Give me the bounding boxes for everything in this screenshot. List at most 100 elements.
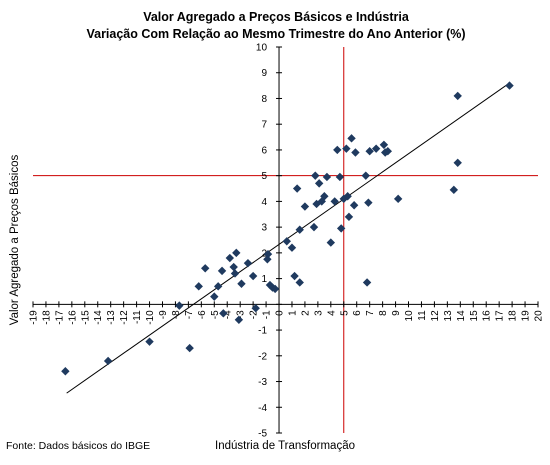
- y-tick-label: 7: [261, 120, 267, 131]
- data-points: [61, 81, 514, 376]
- data-point: [145, 337, 154, 346]
- data-point: [326, 238, 336, 247]
- data-point: [342, 144, 351, 153]
- x-tick-label: -10: [145, 310, 156, 325]
- x-tick-label: 0: [275, 310, 286, 316]
- data-point: [185, 343, 194, 353]
- data-point: [263, 255, 272, 264]
- data-point: [213, 282, 223, 291]
- data-point: [505, 81, 514, 90]
- trendline-group: [66, 82, 510, 394]
- data-point: [295, 225, 304, 234]
- x-tick-label: -7: [184, 310, 195, 319]
- x-tick-label: 20: [534, 310, 545, 322]
- x-tick-label: -18: [41, 310, 52, 325]
- x-tick-label: 17: [495, 310, 506, 322]
- data-point: [314, 179, 324, 188]
- data-point: [295, 278, 304, 287]
- source-note: Fonte: Dados básicos do IBGE: [6, 440, 151, 452]
- data-point: [379, 140, 389, 149]
- data-point: [210, 292, 219, 301]
- x-tick-label: -13: [106, 310, 117, 325]
- y-axis: -5-4-3-2-112345678910: [256, 43, 283, 440]
- x-tick-label: 10: [404, 310, 415, 322]
- x-tick-label: -14: [93, 310, 104, 325]
- x-tick-label: 16: [482, 310, 493, 322]
- data-point: [201, 264, 210, 273]
- x-tick-label: -2: [249, 310, 260, 319]
- x-tick-label: -8: [171, 310, 182, 319]
- x-tick-label: -16: [67, 310, 78, 325]
- y-tick-label: 10: [256, 43, 268, 54]
- data-point: [230, 269, 240, 278]
- data-point: [351, 148, 360, 157]
- data-point: [453, 91, 462, 101]
- data-point: [335, 172, 345, 182]
- data-point: [393, 194, 403, 204]
- data-point: [344, 212, 354, 222]
- data-point: [103, 356, 113, 366]
- data-point: [300, 202, 310, 211]
- y-tick-label: 3: [261, 223, 267, 234]
- y-tick-label: -3: [258, 377, 267, 388]
- x-tick-label: 15: [469, 310, 480, 322]
- y-tick-label: 4: [261, 197, 267, 208]
- x-tick-label: 13: [443, 310, 454, 322]
- data-point: [290, 271, 299, 281]
- y-tick-label: 1: [261, 274, 267, 285]
- x-tick-label: 3: [313, 310, 324, 316]
- data-point: [361, 171, 370, 180]
- x-tick-label: 11: [417, 310, 428, 321]
- x-tick-label: 5: [339, 310, 350, 316]
- data-point: [229, 262, 238, 272]
- y-tick-label: 5: [261, 171, 267, 182]
- x-tick-label: 2: [300, 310, 311, 316]
- y-tick-label: -4: [258, 403, 267, 414]
- x-axis: -19 -18 -17 -16 -15 -14 -13 -12 -11 -10 -9 -8 -7 -6 -5…: [29, 301, 545, 325]
- y-tick-label: -1: [258, 326, 267, 337]
- data-point: [282, 237, 291, 246]
- data-point: [349, 201, 359, 210]
- chart-subtitle: Variação Com Relação ao Mesmo Trimestre …: [86, 27, 465, 41]
- y-tick-label: 8: [261, 94, 267, 105]
- x-tick-label: -19: [29, 310, 40, 325]
- data-point: [365, 147, 374, 156]
- data-point: [248, 271, 258, 281]
- data-point: [232, 248, 241, 258]
- x-tick-label: 9: [391, 310, 402, 316]
- x-tick-label: -1: [262, 310, 273, 319]
- y-tick-label: 6: [261, 145, 267, 156]
- data-point: [219, 309, 228, 318]
- data-point: [61, 367, 70, 376]
- x-tick-label: 1: [287, 310, 298, 316]
- data-point: [234, 315, 244, 324]
- data-point: [449, 185, 459, 195]
- y-tick-label: -2: [258, 351, 267, 362]
- y-tick-label: -5: [258, 429, 267, 440]
- data-point: [251, 303, 260, 313]
- data-point: [343, 192, 352, 201]
- data-point: [320, 192, 329, 201]
- data-point: [292, 184, 302, 193]
- data-point: [225, 253, 235, 263]
- x-tick-label: -11: [132, 310, 143, 324]
- x-tick-label: -6: [197, 310, 208, 319]
- data-point: [263, 249, 273, 259]
- x-tick-label: 12: [430, 310, 441, 322]
- x-tick-label: 18: [508, 310, 519, 322]
- x-tick-label: 14: [456, 310, 467, 322]
- x-tick-label: -17: [54, 310, 65, 325]
- data-point: [217, 266, 227, 276]
- trendline: [66, 82, 510, 394]
- data-point: [330, 197, 339, 206]
- data-point: [270, 284, 280, 294]
- data-point: [243, 258, 253, 268]
- data-point: [364, 198, 373, 207]
- reference-lines: [33, 47, 538, 433]
- x-tick-label: -3: [236, 310, 247, 319]
- data-point: [194, 282, 203, 291]
- y-tick-label: 9: [261, 68, 267, 79]
- x-tick-label: 19: [521, 310, 532, 322]
- data-point: [453, 158, 462, 167]
